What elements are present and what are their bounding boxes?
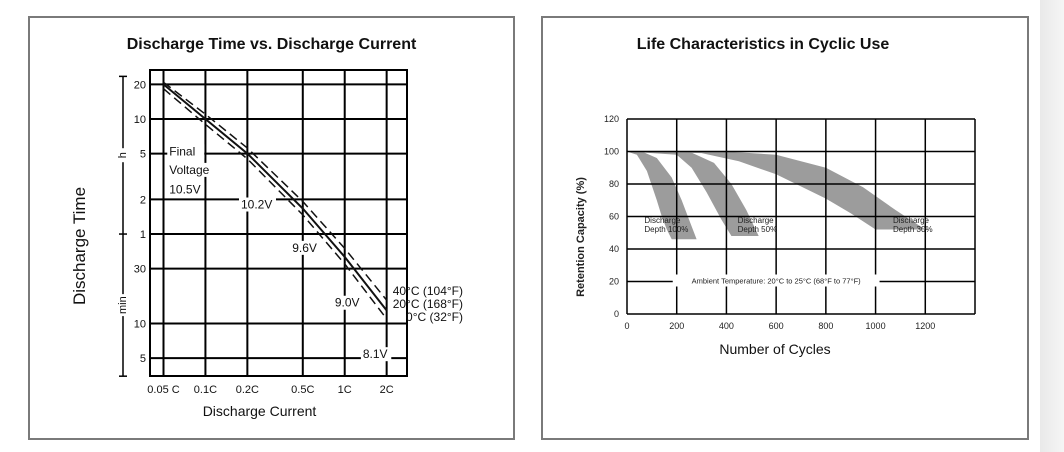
series-line — [163, 88, 388, 320]
y-tick-label: 1 — [140, 229, 146, 241]
x-tick-label: 0.2C — [236, 384, 259, 396]
y-tick-label: 0 — [614, 309, 619, 319]
series-legend-label: 0°C (32°F) — [406, 310, 463, 324]
x-tick-label: 2C — [380, 384, 394, 396]
series-line — [162, 83, 388, 312]
x-tick-label: 0.1C — [194, 384, 217, 396]
x-axis-label: Discharge Current — [202, 403, 317, 419]
x-tick-label: 1200 — [915, 321, 935, 331]
y-axis-label: Retention Capacity (%) — [575, 177, 587, 297]
x-axis-label: Number of Cycles — [719, 341, 831, 357]
plot-frame — [149, 69, 408, 377]
x-tick-label: 800 — [818, 321, 833, 331]
annotation-bg — [332, 295, 364, 310]
series-line — [163, 81, 388, 301]
y-tick-label: 60 — [609, 212, 619, 222]
y-unit-hours-label: h — [117, 152, 129, 158]
annotation-bg — [290, 240, 321, 255]
x-tick-label: 1000 — [866, 321, 886, 331]
x-tick-label: 0.05 C — [147, 384, 179, 396]
x-tick-label: 400 — [719, 321, 734, 331]
depth-annotation: Discharge — [893, 216, 930, 225]
series-legend-label: 40°C (104°F) — [393, 284, 463, 298]
depth-annotation: Depth 100% — [644, 225, 688, 234]
side-strip — [1040, 0, 1064, 452]
chart-title: Life Characteristics in Cyclic Use — [636, 36, 890, 53]
y-tick-label: 20 — [609, 277, 619, 287]
voltage-annotation: 8.1V — [363, 347, 388, 361]
y-axis-label: Discharge Time — [70, 187, 89, 305]
discharge-chart-panel: 0.05 C 0.1C 0.2C 0.5C 1C 2C 20 10 5 2 1 30 10 5 h min Di… — [28, 16, 515, 440]
retention-band — [627, 151, 926, 230]
depth-annotation: Depth 30% — [893, 225, 933, 234]
y-tick-label: 5 — [140, 149, 146, 161]
annotation-bg — [167, 162, 218, 177]
cyclic-life-chart-panel: 0 200 400 600 800 1000 1200 0 20 40 60 80 100 120 Rete… — [541, 16, 1029, 440]
voltage-annotation: 9.6V — [292, 241, 317, 255]
ambient-temperature-annotation: Ambient Temperature: 20°C to 25°C (68°F … — [692, 277, 862, 286]
y-tick-label: 100 — [604, 147, 619, 157]
series-legend-label: 20°C (168°F) — [393, 297, 463, 311]
annotation-bg — [360, 347, 392, 362]
depth-annotation: Discharge — [644, 216, 681, 225]
y-unit-minutes-label: min — [117, 296, 129, 314]
unit-label-bg — [117, 294, 129, 317]
y-tick-label: 20 — [134, 79, 146, 91]
annotation-bg — [672, 274, 880, 287]
voltage-annotation: Voltage — [169, 163, 209, 177]
depth-annotation: Depth 50% — [738, 225, 778, 234]
voltage-annotation: Final — [169, 144, 195, 158]
depth-annotation: Discharge — [738, 216, 775, 225]
y-tick-label: 2 — [140, 194, 146, 206]
x-tick-label: 0.5C — [291, 384, 314, 396]
voltage-annotation: 9.0V — [335, 296, 360, 310]
y-tick-label: 120 — [604, 114, 619, 124]
annotation-bg — [167, 182, 205, 197]
chart-title: Discharge Time vs. Discharge Current — [126, 36, 417, 53]
y-tick-label: 30 — [134, 264, 146, 276]
voltage-annotation: 10.2V — [241, 198, 272, 212]
unit-label-bg — [117, 148, 129, 163]
annotation-bg — [167, 144, 205, 159]
retention-band — [627, 151, 697, 240]
discharge-chart-svg: 0.05 C 0.1C 0.2C 0.5C 1C 2C 20 10 5 2 1 30 10 5 h min Di… — [70, 69, 463, 396]
x-tick-label: 1C — [338, 384, 352, 396]
annotation-bg — [238, 197, 276, 212]
cyclic-life-chart-svg: 0 200 400 600 800 1000 1200 0 20 40 60 80 100 120 Rete… — [575, 114, 976, 331]
voltage-annotation: 10.5V — [169, 183, 200, 197]
x-tick-label: 600 — [769, 321, 784, 331]
y-tick-label: 80 — [609, 179, 619, 189]
y-tick-label: 10 — [134, 319, 146, 331]
x-tick-label: 200 — [669, 321, 684, 331]
y-tick-label: 40 — [609, 244, 619, 254]
y-tick-label: 10 — [134, 114, 146, 126]
x-tick-label: 0 — [624, 321, 629, 331]
y-tick-label: 5 — [140, 353, 146, 365]
